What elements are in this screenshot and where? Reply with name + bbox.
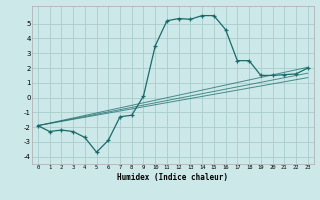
X-axis label: Humidex (Indice chaleur): Humidex (Indice chaleur) <box>117 173 228 182</box>
